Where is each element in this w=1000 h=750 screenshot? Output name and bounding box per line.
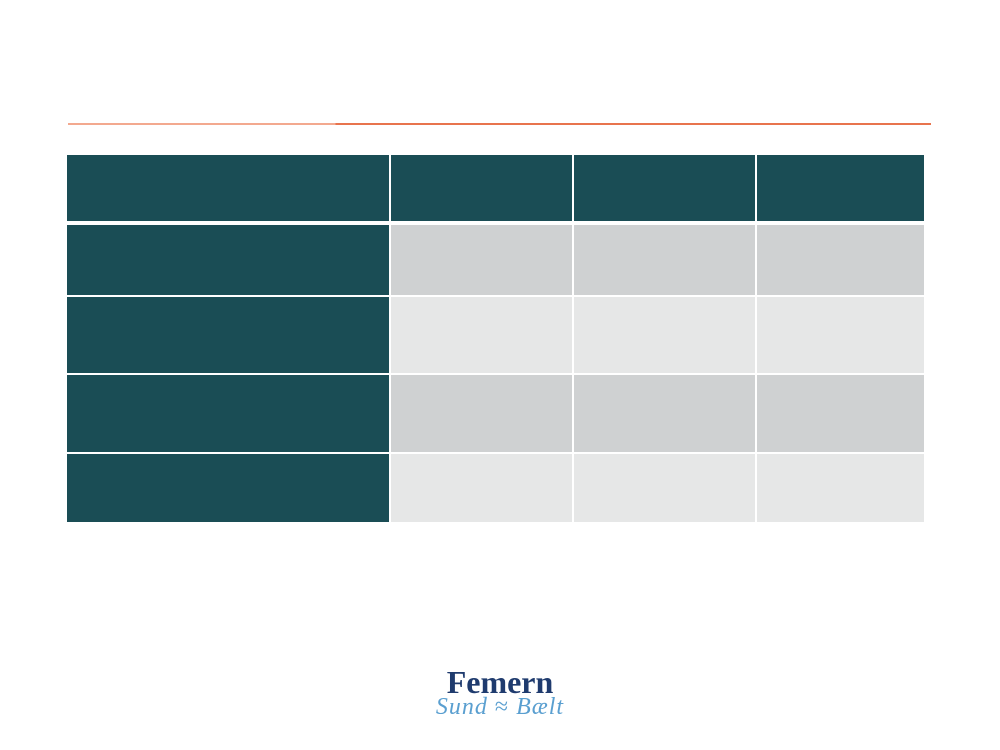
- cell: [574, 297, 755, 373]
- cell: [391, 297, 572, 373]
- logo-subline: Sund ≈ Bælt: [0, 694, 1000, 721]
- cell: [757, 225, 924, 295]
- cell: [391, 375, 572, 452]
- header-cell: [574, 155, 755, 221]
- cell: [757, 297, 924, 373]
- cell: [391, 225, 572, 295]
- logo-name: Femern: [446, 664, 554, 700]
- row-header: [67, 225, 389, 295]
- cell: [574, 225, 755, 295]
- header-cell: [67, 155, 389, 221]
- header-cell: [391, 155, 572, 221]
- row-header: [67, 454, 389, 522]
- cell: [757, 375, 924, 452]
- logo-waves: ≈: [487, 694, 517, 720]
- logo-right: Bælt: [516, 694, 565, 720]
- row-header: [67, 375, 389, 452]
- cell: [391, 454, 572, 522]
- logo-left: Sund: [435, 694, 488, 720]
- cell: [574, 454, 755, 522]
- row-header: [67, 297, 389, 373]
- divider: [68, 123, 931, 125]
- header-cell: [757, 155, 924, 221]
- cell: [757, 454, 924, 522]
- cell: [574, 375, 755, 452]
